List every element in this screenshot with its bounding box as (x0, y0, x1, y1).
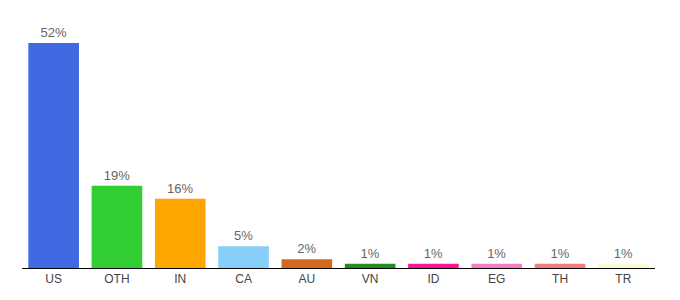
svg-text:5%: 5% (234, 228, 253, 243)
svg-text:16%: 16% (167, 181, 193, 196)
svg-text:1%: 1% (361, 246, 380, 261)
svg-text:52%: 52% (40, 25, 66, 40)
svg-text:1%: 1% (487, 246, 506, 261)
svg-text:CA: CA (235, 272, 252, 286)
svg-text:US: US (45, 272, 62, 286)
svg-text:TH: TH (552, 272, 568, 286)
svg-text:VN: VN (362, 272, 379, 286)
svg-text:2%: 2% (297, 241, 316, 256)
svg-text:OTH: OTH (104, 272, 129, 286)
svg-text:19%: 19% (104, 168, 130, 183)
svg-text:TR: TR (615, 272, 631, 286)
svg-text:1%: 1% (614, 246, 633, 261)
svg-text:AU: AU (299, 272, 316, 286)
svg-text:IN: IN (174, 272, 186, 286)
svg-text:EG: EG (488, 272, 505, 286)
svg-text:1%: 1% (424, 246, 443, 261)
svg-text:ID: ID (427, 272, 439, 286)
svg-text:1%: 1% (550, 246, 569, 261)
